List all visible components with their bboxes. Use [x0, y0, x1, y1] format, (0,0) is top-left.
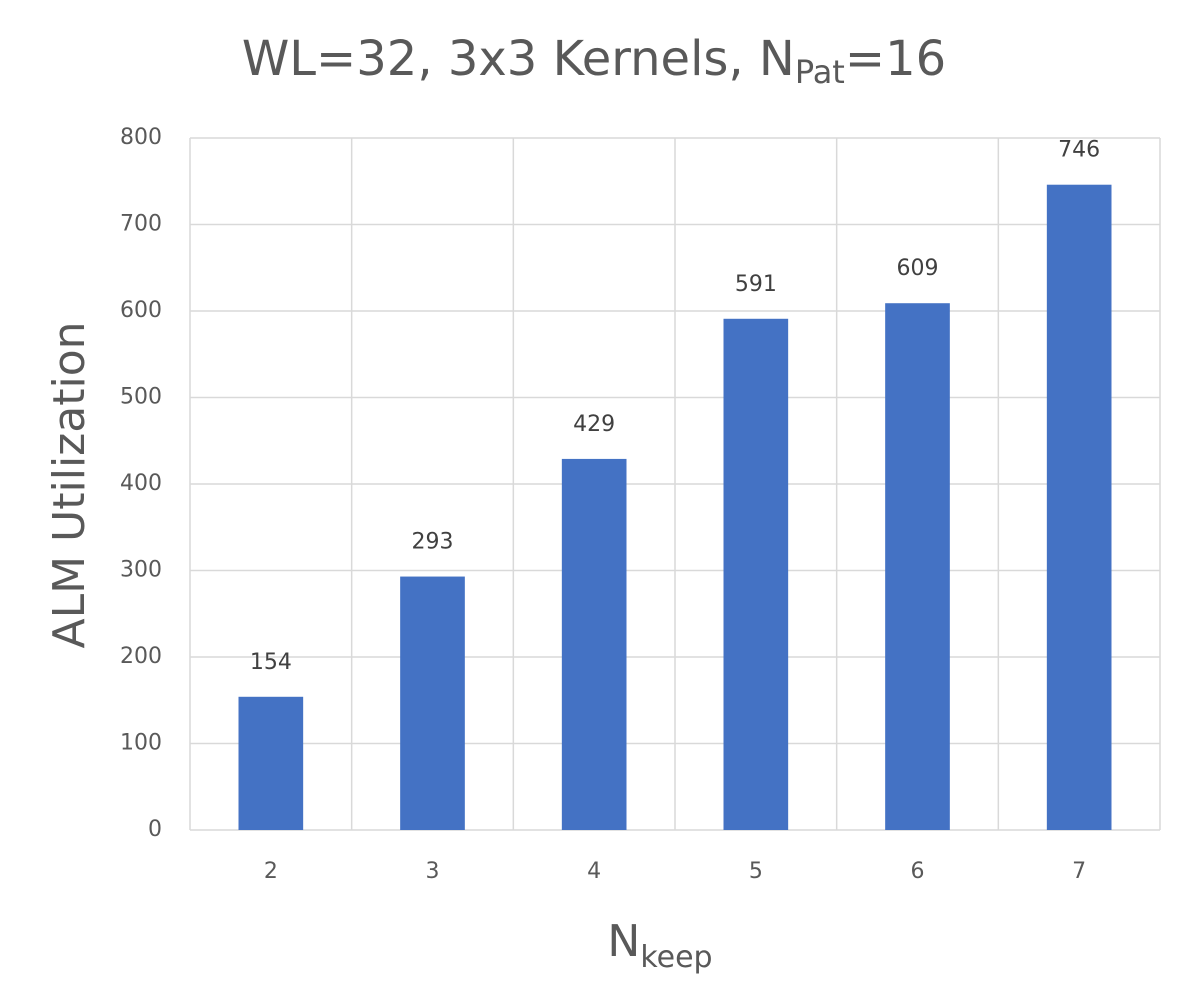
bar [1046, 184, 1112, 830]
y-tick-label: 800 [120, 125, 162, 150]
x-tick-label: 7 [1072, 859, 1086, 884]
bar [561, 458, 627, 830]
value-label: 429 [573, 412, 615, 437]
bar [238, 696, 304, 830]
x-tick-label: 4 [587, 859, 601, 884]
y-axis-label: ALM Utilization [44, 321, 95, 648]
x-tick-label: 3 [426, 859, 440, 884]
bar [885, 303, 950, 831]
x-label-subscript: keep [640, 940, 712, 975]
y-tick-label: 100 [120, 731, 162, 756]
y-tick-label: 600 [120, 298, 162, 323]
value-label: 154 [250, 650, 292, 675]
y-tick-label: 300 [120, 558, 162, 583]
bar [723, 318, 789, 830]
y-tick-label: 400 [120, 471, 162, 496]
title-text: =16 [845, 31, 946, 87]
x-label-text: N [607, 916, 640, 967]
x-axis-label: Nkeep [607, 916, 712, 975]
y-tick-label: 200 [120, 644, 162, 669]
value-label: 293 [412, 530, 454, 555]
title-subscript: Pat [795, 53, 845, 91]
value-label: 591 [735, 272, 777, 297]
title-text: WL=32, 3x3 Kernels, N [242, 31, 795, 87]
y-tick-label: 700 [120, 212, 162, 237]
y-tick-label: 0 [148, 817, 162, 842]
x-tick-label: 6 [911, 859, 925, 884]
x-tick-label: 2 [264, 859, 278, 884]
value-label: 746 [1058, 138, 1100, 163]
bar [400, 576, 465, 830]
value-label: 609 [897, 256, 939, 281]
y-tick-label: 500 [120, 385, 162, 410]
x-tick-label: 5 [749, 859, 763, 884]
chart-title: WL=32, 3x3 Kernels, NPat=16 [242, 31, 946, 91]
